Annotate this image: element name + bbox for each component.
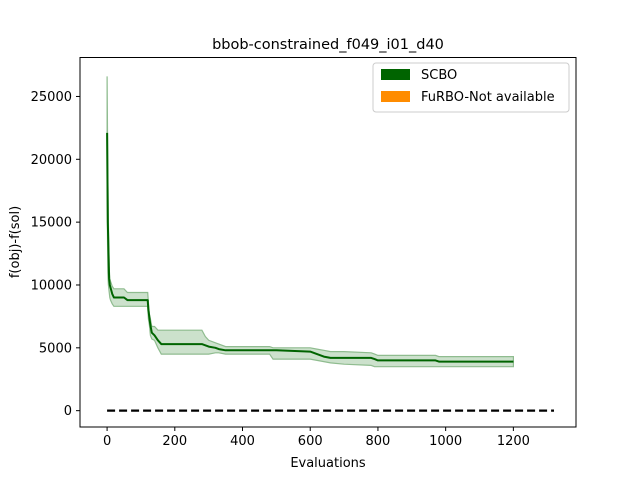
chart-title: bbob-constrained_f049_i01_d40 [212,37,444,53]
legend: SCBO FuRBO-Not available [372,62,570,113]
y-axis-label: f(obj)-f(sol) [8,206,23,278]
legend-box [372,62,570,113]
y-axis-ticks: 0 5000 10000 15000 20000 25000 [31,90,80,419]
x-tick-label: 1000 [429,434,462,449]
y-tick-label: 25000 [31,90,72,105]
y-tick-label: 0 [64,404,72,419]
legend-label-furbo: FuRBO-Not available [421,90,555,105]
x-axis-label: Evaluations [290,456,366,471]
x-tick-label: 800 [366,434,391,449]
legend-swatch-furbo [381,91,410,102]
legend-swatch-scbo [381,69,410,80]
x-tick-label: 600 [298,434,323,449]
y-tick-label: 5000 [39,341,72,356]
x-tick-label: 200 [162,434,187,449]
legend-label-scbo: SCBO [421,68,457,83]
scbo-series-line [106,132,514,363]
plot-frame [79,57,577,428]
x-tick-label: 0 [103,434,111,449]
series-line-layer [106,132,554,412]
y-tick-label: 10000 [31,278,72,293]
x-tick-label: 400 [230,434,255,449]
x-tick-label: 1200 [497,434,530,449]
y-tick-label: 15000 [31,216,72,231]
y-tick-label: 20000 [31,153,72,168]
x-axis-ticks: 0 200 400 600 800 1000 1200 [103,427,530,449]
